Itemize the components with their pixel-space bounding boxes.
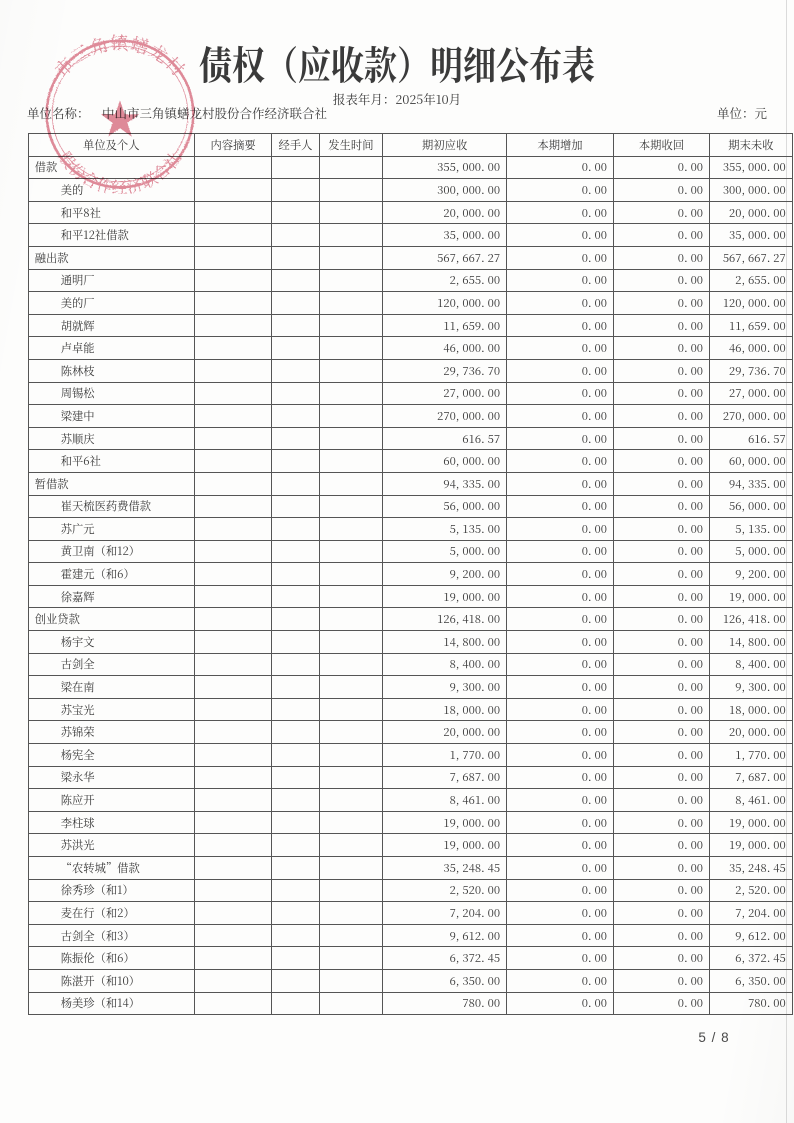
svg-text:市三角镇蟮龙村: 市三角镇蟮龙村 — [49, 30, 191, 82]
svg-text:股份合作经济联合社: 股份合作经济联合社 — [54, 146, 186, 198]
